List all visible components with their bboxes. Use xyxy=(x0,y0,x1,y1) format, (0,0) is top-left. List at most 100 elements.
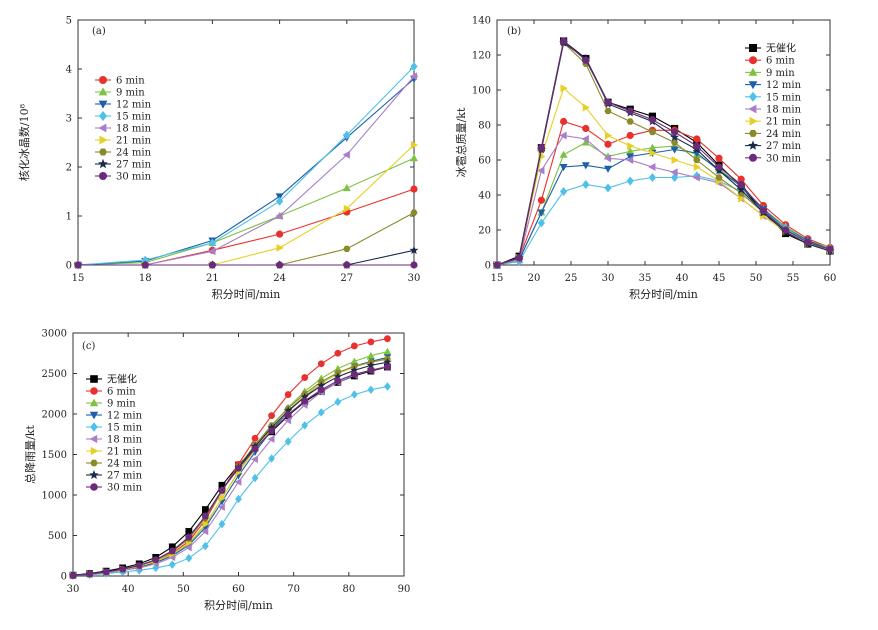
data-point xyxy=(782,226,790,234)
legend-label: 12 min xyxy=(116,100,152,111)
legend-marker xyxy=(90,483,98,491)
data-point xyxy=(201,527,209,536)
series-line xyxy=(496,148,831,266)
data-point xyxy=(267,435,275,443)
legend-label: 18 min xyxy=(766,105,802,116)
x-tick-label: 90 xyxy=(398,584,411,595)
data-point xyxy=(317,408,325,417)
data-point xyxy=(334,349,342,357)
data-point xyxy=(383,347,392,355)
data-point xyxy=(737,180,745,189)
legend-label: 6 min xyxy=(116,76,145,87)
data-point xyxy=(300,392,309,401)
data-point xyxy=(366,360,376,369)
x-tick-label: 18 xyxy=(139,273,152,284)
data-point xyxy=(560,84,568,93)
legend-label: 18 min xyxy=(116,124,152,135)
data-point xyxy=(367,338,375,346)
data-point xyxy=(251,445,259,453)
data-point xyxy=(268,412,275,420)
data-point xyxy=(333,372,343,381)
data-point xyxy=(334,377,342,385)
data-point xyxy=(384,363,391,371)
series-line xyxy=(78,188,415,266)
series-line xyxy=(77,66,415,266)
x-tick-label: 30 xyxy=(602,273,615,284)
legend-label: 12 min xyxy=(766,80,802,91)
data-point xyxy=(410,62,418,72)
data-point xyxy=(234,478,242,486)
y-tick-label: 0 xyxy=(61,572,67,583)
data-point xyxy=(284,437,292,446)
legend-marker xyxy=(99,111,107,121)
legend-label: 24 min xyxy=(107,459,143,470)
x-tick-label: 45 xyxy=(713,273,726,284)
data-point xyxy=(276,261,284,269)
x-tick-label: 55 xyxy=(787,273,800,284)
data-point xyxy=(671,139,679,146)
y-tick-label: 40 xyxy=(478,191,491,202)
legend-label: 30 min xyxy=(107,483,143,494)
legend-marker xyxy=(99,148,107,156)
legend-label: 27 min xyxy=(116,160,152,171)
data-point xyxy=(343,130,351,140)
data-point xyxy=(581,138,590,146)
data-point xyxy=(559,150,568,158)
data-point xyxy=(603,154,612,163)
data-point xyxy=(317,381,326,390)
data-point xyxy=(301,374,309,381)
legend-marker xyxy=(89,411,99,420)
data-point xyxy=(350,370,358,378)
legend-marker xyxy=(98,158,108,169)
data-point xyxy=(202,541,209,551)
series-8 xyxy=(74,261,418,269)
legend-marker xyxy=(90,387,98,395)
series-3 xyxy=(74,62,418,270)
data-point xyxy=(235,494,242,504)
series-line xyxy=(496,175,831,266)
data-point xyxy=(102,568,110,576)
legend-label: 21 min xyxy=(107,447,143,458)
legend-label: 9 min xyxy=(116,88,145,99)
series-9 xyxy=(493,37,834,269)
legend-marker xyxy=(99,76,107,84)
data-point xyxy=(168,547,176,555)
legend-marker xyxy=(99,172,107,180)
data-point xyxy=(119,565,127,573)
y-tick-label: 140 xyxy=(472,16,491,27)
legend-marker xyxy=(98,100,108,109)
x-tick-label: 27 xyxy=(340,273,353,284)
x-tick-label: 24 xyxy=(273,273,286,284)
data-point xyxy=(693,142,701,150)
data-point xyxy=(715,163,723,171)
legend-label: 无催化 xyxy=(107,373,137,386)
data-point xyxy=(367,366,375,374)
y-tick-label: 60 xyxy=(478,156,491,167)
data-point xyxy=(604,140,612,148)
data-point xyxy=(410,154,418,162)
data-point xyxy=(350,342,358,350)
data-point xyxy=(202,506,209,513)
legend-label: 21 min xyxy=(116,136,152,147)
legend-label: 9 min xyxy=(766,68,795,79)
data-point xyxy=(185,553,193,563)
y-axis-label: 总降雨量/kt xyxy=(23,425,37,484)
data-point xyxy=(410,261,418,269)
data-point xyxy=(218,481,226,489)
legend-label: 27 min xyxy=(107,471,143,482)
data-point xyxy=(135,562,143,569)
y-tick-label: 0 xyxy=(66,261,72,272)
legend-label: 15 min xyxy=(766,92,802,103)
y-tick-label: 100 xyxy=(472,86,491,97)
series-9 xyxy=(69,363,391,579)
data-point xyxy=(537,218,545,228)
data-point xyxy=(276,230,284,238)
data-point xyxy=(410,209,418,216)
y-tick-label: 0 xyxy=(485,261,491,272)
x-tick-label: 30 xyxy=(408,273,421,284)
series-line xyxy=(496,120,831,266)
data-point xyxy=(649,149,657,157)
x-axis-label: 积分时间/min xyxy=(204,599,273,612)
